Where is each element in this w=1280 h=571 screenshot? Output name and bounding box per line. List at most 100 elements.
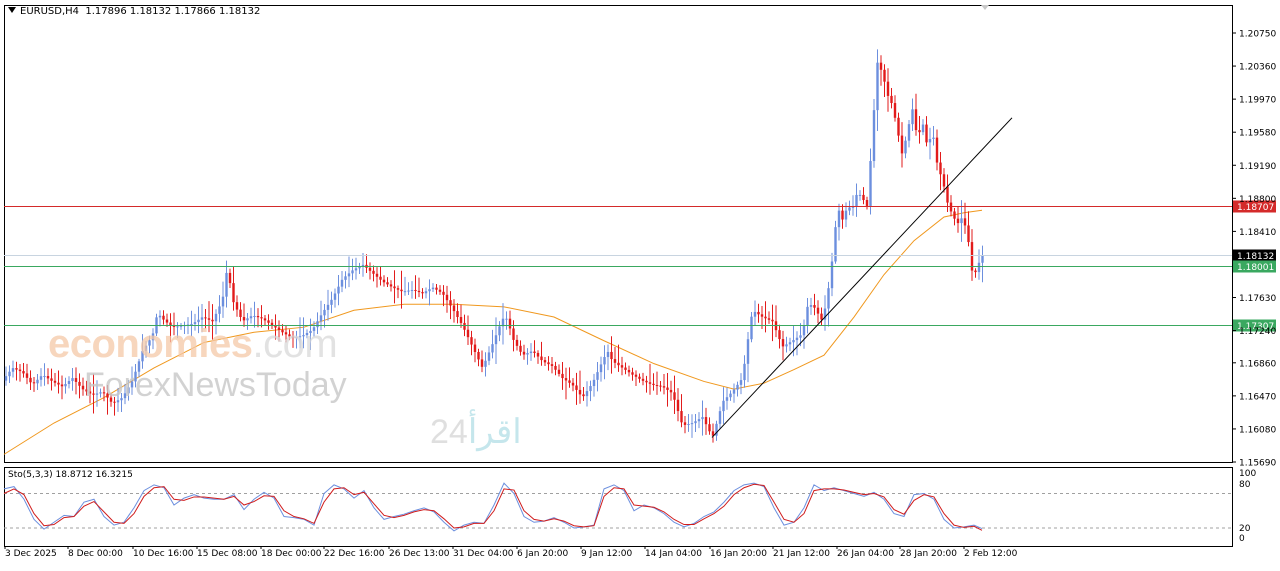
candle-164: [578, 370, 582, 404]
candle-body: [879, 62, 883, 70]
candle-133: [470, 330, 473, 356]
dropdown-triangle-icon[interactable]: [8, 7, 16, 13]
candle-232: [816, 300, 820, 324]
price-tick-label-1.19190: 1.19190: [1239, 162, 1276, 172]
candle-5: [22, 363, 25, 378]
candle-171: [603, 345, 606, 380]
candle-body: [347, 273, 351, 277]
candle-body: [547, 362, 550, 365]
candle-202: [711, 423, 715, 443]
candle-body: [589, 386, 592, 392]
time-label-0: 3 Dec 2025: [5, 549, 57, 559]
candle-81: [288, 329, 291, 341]
candle-body: [438, 289, 442, 292]
candle-body: [746, 339, 750, 364]
candle-body: [883, 69, 886, 82]
candle-body: [554, 365, 557, 370]
candle-132: [466, 315, 470, 345]
candle-body: [207, 318, 211, 320]
candle-body: [802, 325, 806, 336]
candle-275: [967, 211, 970, 247]
candle-body: [256, 316, 260, 318]
price-tag-bg-3: [1233, 319, 1276, 332]
candle-body: [8, 371, 11, 377]
candle-67: [239, 302, 242, 322]
candle-body: [799, 335, 802, 338]
candle-body: [907, 124, 911, 141]
candle-22: [81, 377, 85, 396]
candle-16: [60, 375, 64, 400]
candle-186: [655, 371, 659, 395]
price-tick-label-1.18800: 1.18800: [1239, 195, 1276, 205]
candle-49: [176, 322, 179, 339]
candle-210: [739, 373, 743, 395]
candle-83: [295, 330, 298, 349]
candle-body: [596, 372, 599, 380]
stoch-axis-label-80: 80: [1239, 480, 1251, 490]
candle-268: [942, 168, 946, 193]
candle-60: [214, 309, 218, 335]
candle-body: [309, 330, 312, 334]
candle-body: [267, 320, 270, 323]
candle-body: [564, 378, 568, 381]
candle-25: [92, 373, 95, 414]
candle-229: [806, 297, 809, 334]
price-tag-bg-2: [1233, 260, 1276, 273]
candle-body: [470, 337, 473, 345]
price-tick-label-1.17240: 1.17240: [1239, 327, 1276, 337]
candle-176: [620, 356, 624, 376]
candle-body: [792, 340, 795, 343]
candle-21: [78, 373, 81, 399]
candle-246: [865, 196, 869, 210]
candle-245: [862, 187, 865, 205]
candle-body: [557, 369, 561, 374]
candle-198: [697, 412, 701, 429]
candle-56: [200, 304, 204, 333]
candle-body: [379, 276, 382, 280]
candle-19: [71, 368, 74, 391]
candle-249: [876, 49, 879, 132]
candle-147: [519, 340, 522, 356]
candle-93: [330, 291, 333, 314]
stochastic-panel-border: [4, 467, 1233, 547]
candle-body: [11, 368, 15, 372]
candle-body: [400, 289, 403, 292]
candle-142: [501, 303, 505, 345]
candle-body: [242, 317, 246, 321]
candle-body: [949, 202, 953, 212]
candle-160: [564, 367, 568, 400]
candle-body: [71, 378, 74, 382]
candle-body: [795, 337, 799, 341]
candle-body: [690, 423, 694, 425]
candle-body: [302, 335, 305, 337]
candle-body: [893, 103, 897, 118]
candle-115: [407, 282, 410, 295]
candle-274: [963, 202, 967, 234]
candle-body: [109, 397, 113, 402]
candle-193: [680, 394, 683, 428]
candle-228: [802, 319, 806, 349]
candle-body: [834, 227, 837, 262]
candle-body: [428, 289, 431, 292]
candle-body: [662, 386, 666, 388]
candle-body: [953, 211, 956, 219]
candle-38: [137, 358, 141, 378]
candle-body: [487, 352, 491, 361]
price-tick-label-1.17630: 1.17630: [1239, 294, 1276, 304]
stochastic-label: Sto(5,3,3) 18.8712 16.3215: [8, 470, 133, 480]
candle-body: [78, 381, 81, 386]
candle-207: [729, 390, 732, 401]
price-tick-label-1.19580: 1.19580: [1239, 129, 1276, 139]
time-label-11: 16 Jan 20:00: [710, 549, 767, 559]
candle-body: [330, 299, 333, 305]
candle-body: [18, 369, 22, 372]
candle-body: [816, 307, 820, 314]
candle-223: [785, 336, 788, 353]
candle-body: [249, 316, 253, 319]
candle-body: [158, 315, 162, 318]
candle-70: [249, 307, 253, 324]
candle-24: [88, 382, 92, 404]
candle-178: [627, 365, 631, 377]
candle-241: [848, 200, 851, 216]
